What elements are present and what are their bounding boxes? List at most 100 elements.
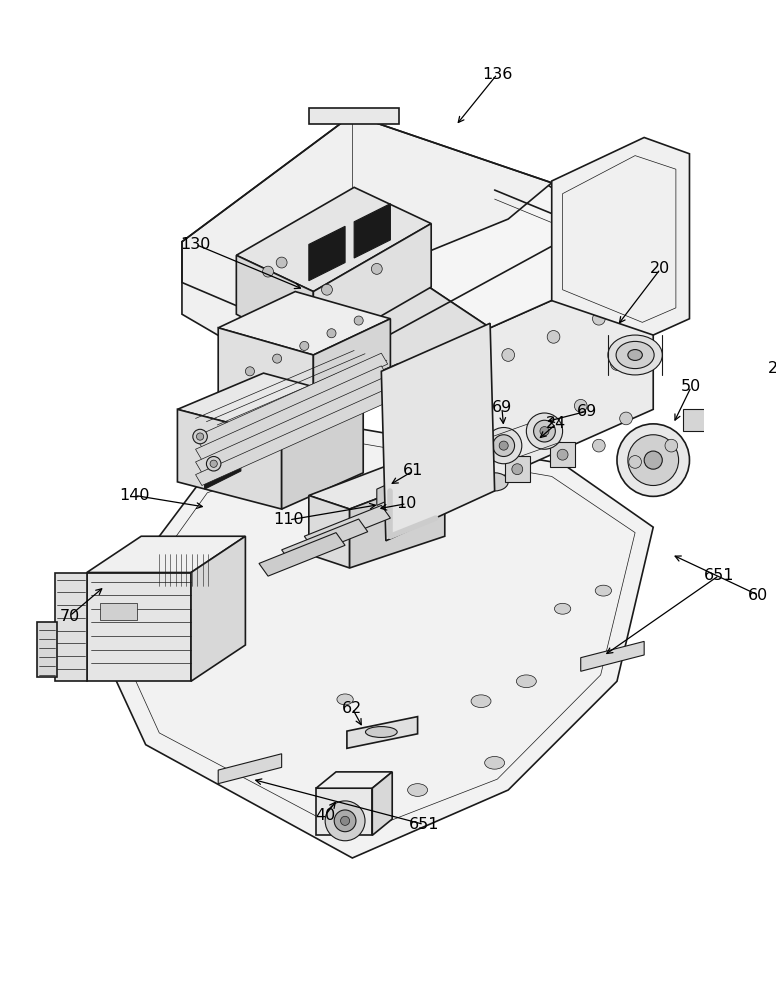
Polygon shape bbox=[237, 255, 314, 355]
Circle shape bbox=[245, 367, 255, 376]
Polygon shape bbox=[282, 519, 368, 563]
Ellipse shape bbox=[554, 603, 571, 614]
Ellipse shape bbox=[435, 394, 454, 407]
Circle shape bbox=[321, 284, 332, 295]
Text: 136: 136 bbox=[482, 67, 512, 82]
Circle shape bbox=[629, 456, 642, 468]
Polygon shape bbox=[381, 255, 490, 482]
Text: 61: 61 bbox=[403, 463, 423, 478]
Circle shape bbox=[400, 474, 405, 478]
Polygon shape bbox=[314, 224, 431, 355]
Polygon shape bbox=[304, 505, 390, 549]
Circle shape bbox=[499, 441, 508, 450]
Circle shape bbox=[262, 266, 273, 277]
Circle shape bbox=[547, 331, 559, 343]
Polygon shape bbox=[205, 441, 241, 489]
Polygon shape bbox=[550, 442, 575, 467]
Text: 110: 110 bbox=[274, 512, 304, 527]
Circle shape bbox=[486, 427, 521, 464]
Ellipse shape bbox=[404, 373, 486, 427]
Polygon shape bbox=[377, 473, 413, 505]
Circle shape bbox=[593, 439, 605, 452]
Text: 69: 69 bbox=[492, 400, 512, 415]
Text: 651: 651 bbox=[409, 817, 439, 832]
Circle shape bbox=[557, 449, 568, 460]
Circle shape bbox=[493, 435, 514, 456]
Circle shape bbox=[512, 464, 523, 475]
Circle shape bbox=[367, 480, 372, 485]
Polygon shape bbox=[309, 459, 445, 509]
Circle shape bbox=[325, 801, 365, 841]
Polygon shape bbox=[87, 573, 191, 681]
Polygon shape bbox=[347, 717, 417, 748]
Ellipse shape bbox=[407, 784, 428, 796]
Polygon shape bbox=[350, 473, 445, 568]
Ellipse shape bbox=[485, 756, 504, 769]
Circle shape bbox=[574, 399, 587, 412]
Polygon shape bbox=[552, 137, 690, 335]
Polygon shape bbox=[368, 478, 413, 504]
Polygon shape bbox=[580, 641, 644, 671]
Text: 69: 69 bbox=[577, 404, 598, 419]
Circle shape bbox=[388, 506, 393, 510]
Polygon shape bbox=[722, 393, 744, 415]
Polygon shape bbox=[259, 533, 345, 576]
Circle shape bbox=[376, 474, 380, 478]
Polygon shape bbox=[218, 328, 314, 427]
Polygon shape bbox=[191, 536, 245, 681]
Polygon shape bbox=[218, 754, 282, 784]
Polygon shape bbox=[314, 319, 390, 427]
Ellipse shape bbox=[516, 675, 536, 688]
Circle shape bbox=[409, 480, 414, 485]
Text: 60: 60 bbox=[748, 588, 768, 603]
Circle shape bbox=[400, 504, 405, 508]
Polygon shape bbox=[182, 115, 552, 346]
Polygon shape bbox=[354, 204, 390, 258]
Circle shape bbox=[210, 460, 217, 467]
Circle shape bbox=[644, 451, 662, 469]
Polygon shape bbox=[309, 226, 345, 281]
Text: 50: 50 bbox=[681, 379, 702, 394]
Circle shape bbox=[617, 424, 690, 496]
Circle shape bbox=[364, 489, 368, 493]
Circle shape bbox=[534, 420, 556, 442]
Ellipse shape bbox=[628, 350, 643, 360]
Circle shape bbox=[620, 412, 632, 425]
Ellipse shape bbox=[365, 727, 397, 737]
Text: 130: 130 bbox=[180, 237, 211, 252]
Text: 40: 40 bbox=[315, 808, 335, 823]
Circle shape bbox=[334, 810, 356, 832]
Circle shape bbox=[341, 816, 350, 825]
Text: 651: 651 bbox=[704, 568, 735, 583]
Ellipse shape bbox=[471, 695, 491, 708]
Polygon shape bbox=[504, 456, 530, 482]
Polygon shape bbox=[381, 183, 653, 328]
Polygon shape bbox=[309, 108, 400, 124]
Ellipse shape bbox=[616, 341, 654, 369]
Circle shape bbox=[540, 427, 549, 436]
Circle shape bbox=[593, 312, 605, 325]
Circle shape bbox=[409, 497, 414, 502]
Text: 62: 62 bbox=[342, 701, 362, 716]
Circle shape bbox=[388, 471, 393, 476]
Polygon shape bbox=[309, 495, 350, 568]
Polygon shape bbox=[196, 366, 388, 460]
Polygon shape bbox=[196, 379, 388, 473]
Polygon shape bbox=[282, 400, 363, 509]
Circle shape bbox=[327, 329, 336, 338]
Circle shape bbox=[665, 439, 677, 452]
Polygon shape bbox=[178, 373, 363, 437]
Ellipse shape bbox=[384, 486, 397, 495]
Polygon shape bbox=[196, 391, 388, 485]
Circle shape bbox=[376, 504, 380, 508]
Polygon shape bbox=[381, 323, 494, 541]
Text: 24: 24 bbox=[546, 416, 566, 431]
Circle shape bbox=[367, 497, 372, 502]
Polygon shape bbox=[87, 536, 245, 573]
Circle shape bbox=[300, 341, 309, 350]
Text: 20: 20 bbox=[650, 261, 670, 276]
Ellipse shape bbox=[608, 335, 662, 375]
Circle shape bbox=[611, 358, 623, 370]
Polygon shape bbox=[100, 603, 137, 620]
Polygon shape bbox=[490, 255, 653, 482]
